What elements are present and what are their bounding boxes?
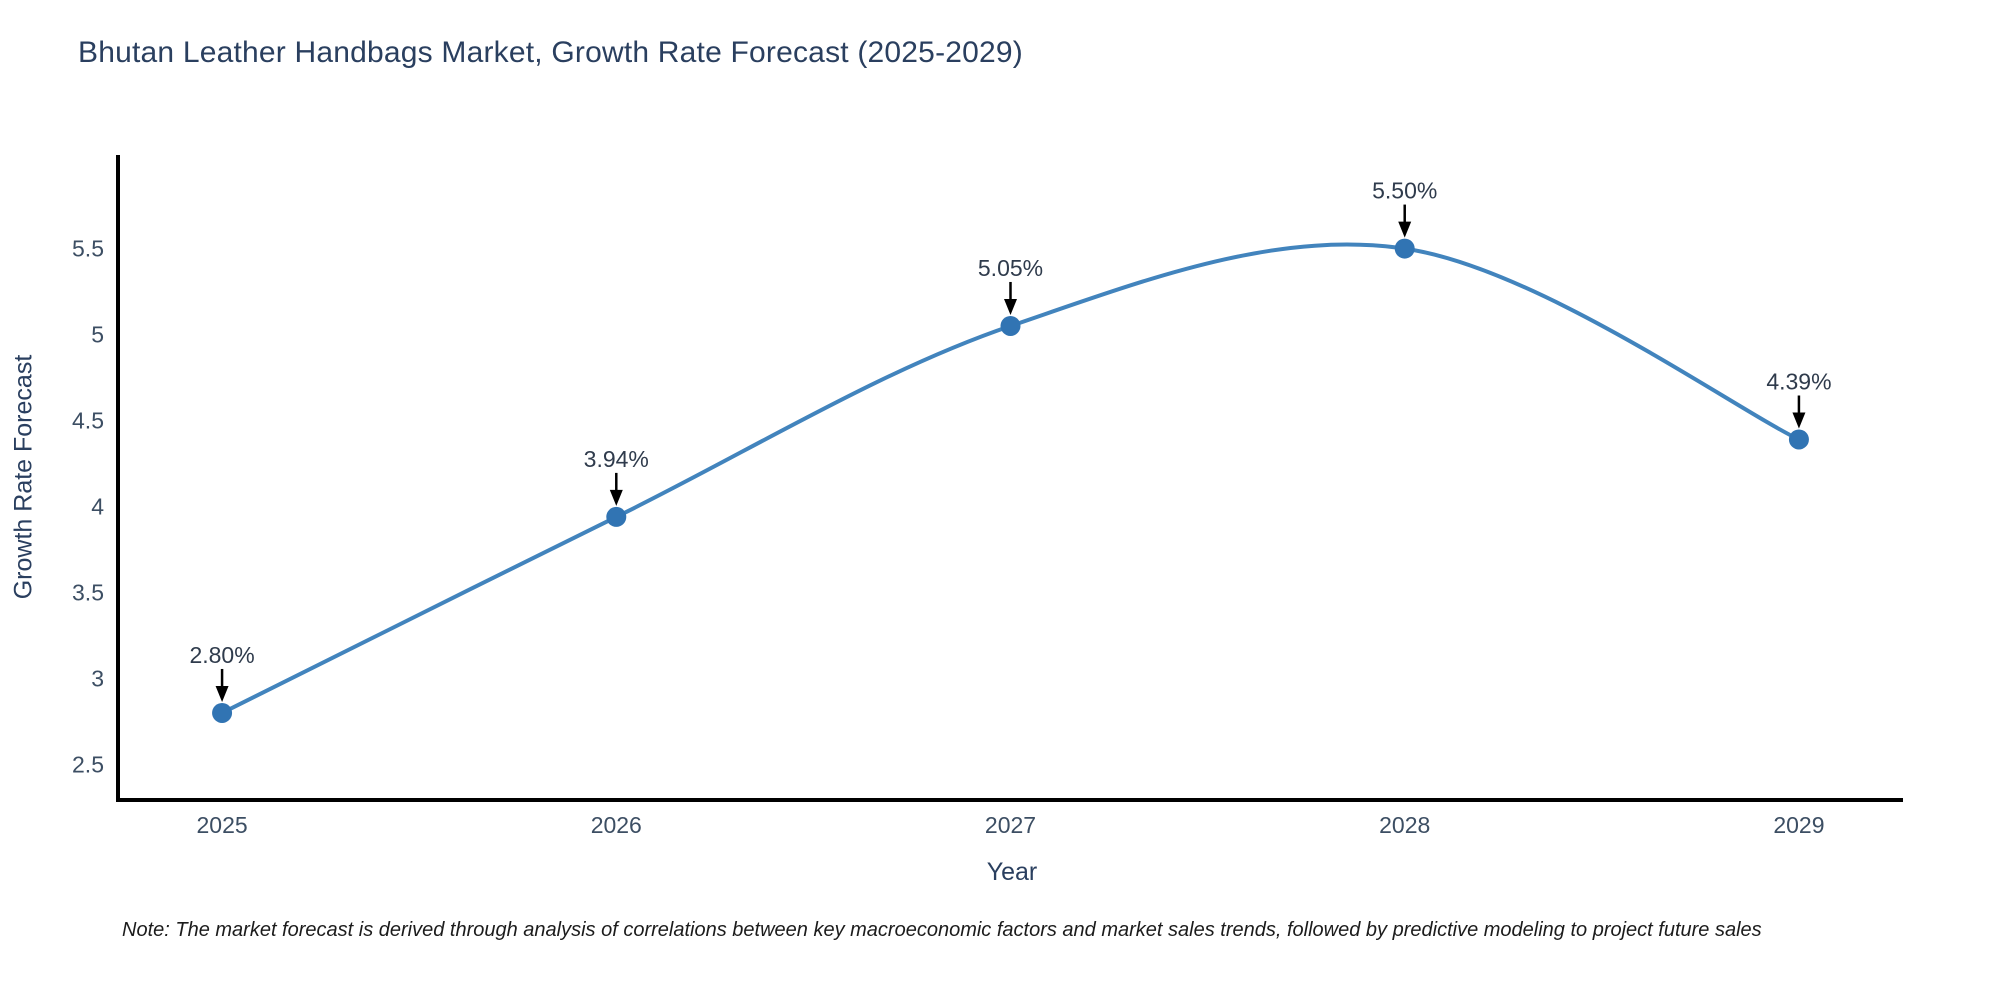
- x-tick-label: 2026: [591, 812, 642, 838]
- y-tick-label: 4: [91, 494, 104, 520]
- data-point-label: 3.94%: [584, 446, 649, 472]
- data-points: [212, 238, 1809, 723]
- footnote: Note: The market forecast is derived thr…: [122, 919, 1762, 941]
- annotation-arrowhead-icon: [1792, 412, 1806, 429]
- annotation-arrowhead-icon: [1004, 298, 1017, 315]
- data-point-marker: [606, 506, 627, 527]
- data-point-marker: [1000, 315, 1021, 336]
- data-point-label: 5.05%: [978, 255, 1043, 281]
- y-tick-label: 4.5: [72, 408, 104, 434]
- x-tick-label: 2028: [1379, 812, 1430, 838]
- x-axis-ticks: 2025 2026 2027 2028 2029: [196, 812, 1824, 838]
- y-axis-title: Growth Rate Forecast: [9, 354, 38, 600]
- axes: [116, 155, 1903, 802]
- y-tick-label: 3: [91, 666, 104, 692]
- data-point-marker: [212, 702, 233, 723]
- x-tick-label: 2027: [985, 812, 1036, 838]
- annotation-arrowhead-icon: [1398, 221, 1412, 238]
- y-axis-ticks: 2.5 3 3.5 4 4.5 5 5.5: [72, 236, 104, 778]
- data-point-label: 4.39%: [1766, 368, 1831, 394]
- data-point-label: 2.80%: [189, 642, 254, 668]
- y-tick-label: 5: [91, 322, 104, 348]
- annotation-arrowhead-icon: [215, 685, 229, 702]
- x-tick-label: 2025: [196, 812, 247, 838]
- x-tick-label: 2029: [1773, 812, 1824, 838]
- data-point-marker: [1394, 238, 1415, 259]
- annotations: 2.80% 3.94% 5.05% 5.50% 4.39%: [189, 178, 1832, 702]
- y-tick-label: 2.5: [72, 752, 104, 778]
- data-point-label: 5.50%: [1372, 178, 1437, 204]
- annotation-arrowhead-icon: [609, 489, 623, 506]
- y-tick-label: 5.5: [72, 236, 104, 262]
- y-tick-label: 3.5: [72, 580, 104, 606]
- x-axis-title: Year: [986, 858, 1038, 886]
- data-point-marker: [1788, 429, 1809, 450]
- chart-title: Bhutan Leather Handbags Market, Growth R…: [78, 36, 1023, 69]
